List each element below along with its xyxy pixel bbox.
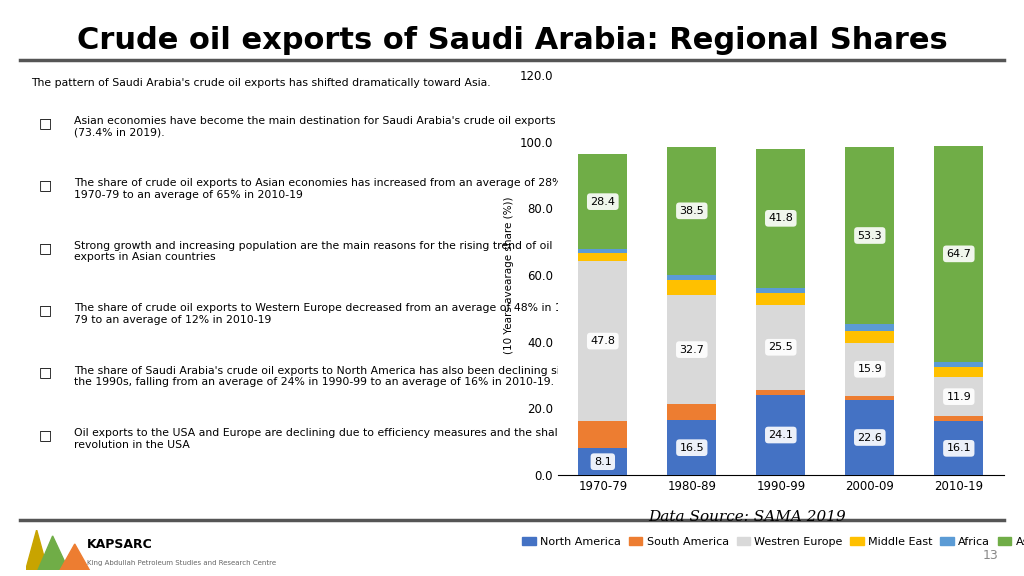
Text: 22.6: 22.6 bbox=[857, 433, 883, 442]
Text: The share of crude oil exports to Asian economies has increased from an average : The share of crude oil exports to Asian … bbox=[75, 179, 575, 200]
Bar bbox=[668, 295, 716, 404]
Text: 8.1: 8.1 bbox=[594, 457, 611, 467]
Text: □: □ bbox=[39, 241, 51, 255]
Text: □: □ bbox=[39, 366, 51, 380]
Bar bbox=[579, 262, 628, 421]
Text: 38.5: 38.5 bbox=[680, 206, 705, 216]
Text: The share of crude oil exports to Western Europe decreased from an average of 48: The share of crude oil exports to Wester… bbox=[75, 303, 587, 325]
Bar bbox=[579, 253, 628, 262]
Text: 16.5: 16.5 bbox=[680, 443, 705, 453]
Text: Asian economies have become the main destination for Saudi Arabia's crude oil ex: Asian economies have become the main des… bbox=[75, 116, 556, 138]
Text: King Abdullah Petroleum Studies and Research Centre: King Abdullah Petroleum Studies and Rese… bbox=[87, 560, 276, 566]
Bar bbox=[579, 154, 628, 249]
Text: Strong growth and increasing population are the main reasons for the rising tren: Strong growth and increasing population … bbox=[75, 241, 553, 263]
Text: □: □ bbox=[39, 428, 51, 442]
Text: 32.7: 32.7 bbox=[679, 344, 705, 355]
Bar bbox=[934, 416, 983, 422]
Text: 16.1: 16.1 bbox=[946, 444, 971, 453]
Bar bbox=[757, 288, 805, 293]
Bar bbox=[757, 293, 805, 305]
Bar bbox=[846, 331, 894, 343]
Bar bbox=[668, 147, 716, 275]
Bar bbox=[846, 324, 894, 331]
Y-axis label: (10 Years avearage share (%)): (10 Years avearage share (%)) bbox=[504, 196, 514, 354]
Polygon shape bbox=[38, 536, 69, 570]
Bar bbox=[846, 396, 894, 400]
Text: 64.7: 64.7 bbox=[946, 249, 971, 259]
Polygon shape bbox=[60, 544, 89, 570]
Bar bbox=[757, 395, 805, 475]
Text: KAPSARC: KAPSARC bbox=[87, 538, 153, 551]
Bar bbox=[579, 448, 628, 475]
Text: 11.9: 11.9 bbox=[946, 392, 971, 401]
Bar bbox=[757, 390, 805, 395]
Bar bbox=[846, 147, 894, 324]
Bar bbox=[668, 275, 716, 280]
Bar bbox=[934, 362, 983, 367]
Text: Data Source: SAMA 2019: Data Source: SAMA 2019 bbox=[648, 510, 847, 524]
Bar bbox=[668, 404, 716, 420]
Bar bbox=[579, 421, 628, 448]
Bar bbox=[846, 400, 894, 475]
Bar bbox=[934, 146, 983, 362]
Bar bbox=[934, 422, 983, 475]
Text: □: □ bbox=[39, 303, 51, 317]
Text: 28.4: 28.4 bbox=[590, 196, 615, 207]
Text: 15.9: 15.9 bbox=[857, 364, 882, 374]
Bar bbox=[668, 280, 716, 295]
Text: The share of Saudi Arabia's crude oil exports to North America has also been dec: The share of Saudi Arabia's crude oil ex… bbox=[75, 366, 580, 387]
Polygon shape bbox=[26, 530, 48, 570]
Text: Oil exports to the USA and Europe are declining due to efficiency measures and t: Oil exports to the USA and Europe are de… bbox=[75, 428, 564, 449]
Text: □: □ bbox=[39, 179, 51, 192]
Text: 53.3: 53.3 bbox=[857, 230, 882, 241]
Bar bbox=[668, 420, 716, 475]
Text: 47.8: 47.8 bbox=[590, 336, 615, 346]
Bar bbox=[757, 305, 805, 390]
Text: □: □ bbox=[39, 116, 51, 130]
Text: 13: 13 bbox=[983, 548, 998, 562]
Text: The pattern of Saudi Arabia's crude oil exports has shifted dramatically toward : The pattern of Saudi Arabia's crude oil … bbox=[31, 78, 490, 88]
Text: Crude oil exports of Saudi Arabia: Regional Shares: Crude oil exports of Saudi Arabia: Regio… bbox=[77, 26, 947, 55]
Text: 24.1: 24.1 bbox=[768, 430, 794, 440]
Text: 41.8: 41.8 bbox=[768, 213, 794, 223]
Bar bbox=[934, 367, 983, 377]
Bar bbox=[934, 377, 983, 416]
Bar bbox=[846, 343, 894, 396]
Legend: North America, South America, Westren Europe, Middle East, Africa, Asia: North America, South America, Westren Eu… bbox=[518, 533, 1024, 552]
Text: 25.5: 25.5 bbox=[768, 342, 794, 353]
Bar bbox=[757, 149, 805, 288]
Bar bbox=[579, 249, 628, 253]
